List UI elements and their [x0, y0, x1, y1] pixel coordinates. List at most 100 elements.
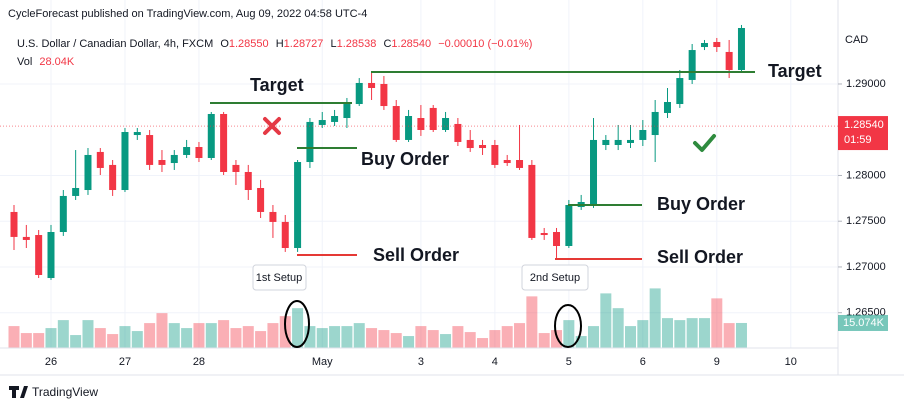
candle-body — [700, 42, 708, 48]
setup-box — [521, 264, 589, 291]
annotation: Buy Order — [657, 194, 745, 214]
candle-body — [232, 164, 240, 172]
volume-bar — [82, 320, 94, 348]
candle-body — [737, 27, 745, 70]
x-tick-label: 26 — [45, 356, 57, 368]
volume-bar — [588, 326, 600, 348]
y-tick-label: 1.28000 — [846, 169, 886, 181]
candle-body — [663, 102, 671, 113]
logo-icon — [9, 386, 28, 398]
volume-bar — [538, 333, 550, 348]
volume-bar — [674, 320, 686, 348]
volume-bar — [366, 328, 378, 348]
candle-body — [405, 116, 413, 140]
footer-logo: TradingView — [9, 385, 98, 399]
volume-bar — [403, 336, 415, 348]
candle-body — [528, 164, 536, 238]
annotation: 1st Setup — [256, 272, 302, 284]
volume-bar — [427, 330, 439, 348]
x-tick-label: 27 — [119, 356, 131, 368]
ohlc-key: L — [330, 38, 336, 50]
volume-bar — [353, 323, 365, 348]
candle-body — [331, 116, 339, 122]
volume-bar — [193, 323, 205, 348]
volume-bar — [563, 320, 575, 348]
candle-body — [269, 211, 277, 222]
volume-bar — [514, 323, 526, 348]
volume-bar — [168, 323, 180, 348]
volume-bar — [625, 326, 636, 348]
ohlc-key: C — [383, 38, 391, 50]
x-tick-label: 28 — [193, 356, 205, 368]
candle-body — [281, 221, 289, 249]
candle-body — [454, 123, 462, 142]
volume-bar — [477, 338, 489, 348]
annotation: Target — [768, 61, 822, 81]
x-tick-label: 9 — [714, 356, 720, 368]
x-tick-label: 10 — [785, 356, 797, 368]
candle-body — [146, 135, 154, 165]
volume-bar — [711, 298, 723, 348]
volume-bar — [218, 320, 230, 348]
candle-body — [257, 187, 265, 212]
candle-body — [244, 171, 252, 191]
candle-body — [565, 205, 573, 246]
volume-bar — [8, 326, 20, 348]
ohlc-value: 1.28550 — [229, 38, 269, 50]
volume-bar — [551, 330, 563, 348]
x-tick-label: 4 — [492, 356, 498, 368]
candle-body — [207, 113, 215, 158]
ohlc-key: O — [220, 38, 229, 50]
candle-body — [725, 51, 733, 70]
ohlc-key: H — [276, 38, 284, 50]
footer-text: TradingView — [32, 385, 98, 399]
y-tick-label: 1.29000 — [846, 78, 886, 90]
price-tag-countdown: 01:59 — [844, 134, 872, 146]
volume-bar — [452, 326, 464, 348]
symbol-legend: U.S. Dollar / Canadian Dollar, 4h, FXCM … — [17, 38, 532, 50]
candle-body — [158, 160, 166, 165]
candle-body — [503, 160, 511, 164]
volume-bar — [255, 331, 267, 348]
annotation: Target — [250, 75, 304, 95]
candle-body — [195, 147, 203, 158]
volume-bar — [57, 320, 69, 348]
volume-bar — [698, 318, 710, 348]
check-icon — [693, 134, 716, 152]
volume-bar — [612, 308, 624, 348]
candle-body — [602, 139, 610, 145]
volume-bar — [131, 331, 143, 348]
candle-body — [133, 132, 141, 136]
symbol: U.S. Dollar / Canadian Dollar, 4h, FXCM — [17, 38, 213, 50]
volume-legend: Vol 28.04K — [17, 56, 75, 68]
candles — [10, 24, 745, 280]
volume-bar — [107, 334, 119, 348]
volume-bar — [390, 333, 402, 348]
published: CycleForecast published on TradingView.c… — [8, 8, 367, 20]
x-tick-label: May — [312, 356, 333, 368]
candle-body — [96, 151, 104, 168]
volume-bar — [181, 328, 193, 348]
volume-bar — [316, 328, 328, 348]
candle-body — [676, 78, 684, 105]
candle-body — [392, 106, 400, 140]
volume-bar — [267, 323, 279, 348]
volume-bar — [440, 334, 452, 348]
volume-bar — [341, 326, 353, 348]
candle-body — [651, 111, 659, 136]
candle-body — [713, 41, 721, 48]
volume-bar — [329, 326, 341, 348]
volume-bar — [575, 336, 587, 348]
candle-body — [47, 232, 55, 279]
annotation: Sell Order — [657, 247, 743, 267]
x-tick-label: 6 — [640, 356, 646, 368]
candle-body — [306, 121, 314, 163]
ohlc-value: 1.28540 — [391, 38, 431, 50]
y-tick-label: 1.27500 — [846, 215, 886, 227]
candle-body — [72, 187, 80, 196]
highlight-ellipse — [554, 304, 582, 348]
